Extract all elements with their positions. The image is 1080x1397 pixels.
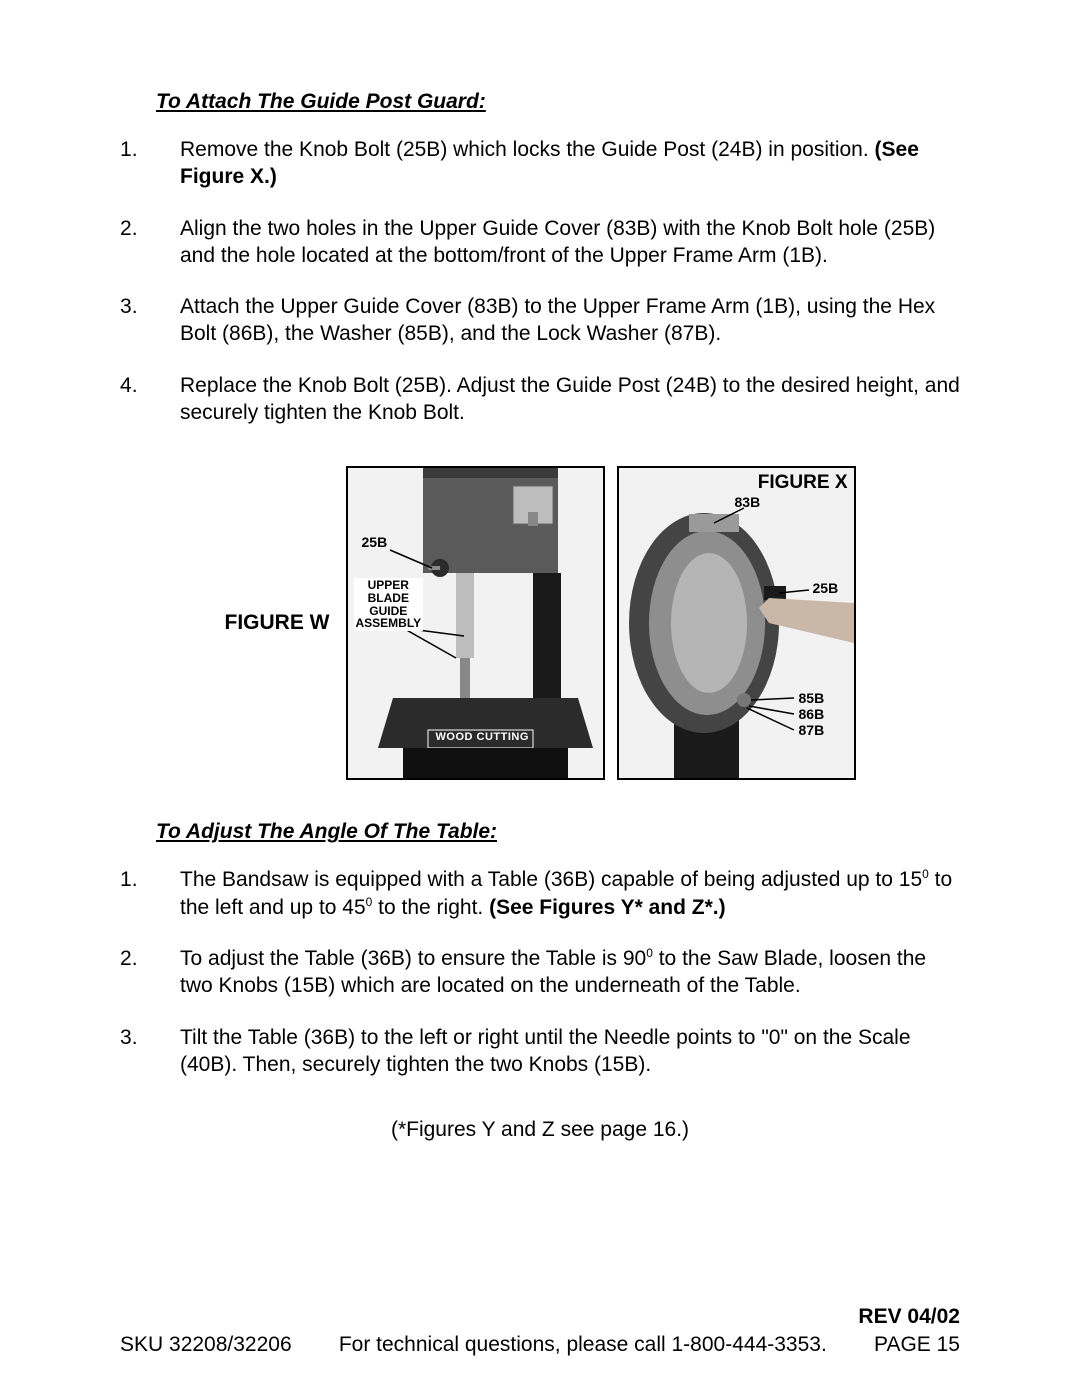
- s2s2-pre: To adjust the Table (36B) to ensure the …: [180, 947, 646, 970]
- figure-w-label: FIGURE W: [225, 611, 330, 635]
- step1-pre: Remove the Knob Bolt (25B) which locks t…: [180, 138, 875, 161]
- section1-step-2: Align the two holes in the Upper Guide C…: [120, 215, 960, 270]
- section2-step-3: Tilt the Table (36B) to the left or righ…: [120, 1024, 960, 1079]
- step3-pre: Attach the Upper Guide Cover (83B) to th…: [180, 295, 935, 345]
- manual-page: To Attach The Guide Post Guard: Remove t…: [0, 0, 1080, 1397]
- figure-x-title: FIGURE X: [758, 472, 848, 494]
- s2s2-sup1: 0: [646, 946, 653, 960]
- section2-title: To Adjust The Angle Of The Table:: [156, 820, 960, 844]
- figw-plate: WOOD CUTTING: [436, 731, 529, 743]
- section1-steps: Remove the Knob Bolt (25B) which locks t…: [120, 136, 960, 426]
- figx-callout-85b: 85B: [799, 690, 825, 706]
- figx-callout-25b: 25B: [813, 580, 839, 596]
- section1-step-4: Replace the Knob Bolt (25B). Adjust the …: [120, 372, 960, 427]
- page-footer: REV 04/02 SKU 32208/32206 For technical …: [120, 1333, 960, 1357]
- figw-callout-25b: 25B: [362, 534, 388, 550]
- figure-x: FIGURE X: [617, 466, 856, 780]
- footer-center: For technical questions, please call 1-8…: [292, 1333, 874, 1357]
- section2-step-1: The Bandsaw is equipped with a Table (36…: [120, 866, 960, 921]
- figures-row: FIGURE W: [120, 466, 960, 780]
- figw-asm-l4: ASSEMBLY: [356, 616, 422, 630]
- figure-w: 25B UPPER BLADE GUIDE ASSEMBLY WOOD CUTT…: [346, 466, 605, 780]
- step4-pre: Replace the Knob Bolt (25B). Adjust the …: [180, 374, 960, 424]
- s2s1-post: to the right.: [372, 896, 489, 919]
- section2-step-2: To adjust the Table (36B) to ensure the …: [120, 945, 960, 1000]
- step2-pre: Align the two holes in the Upper Guide C…: [180, 217, 935, 267]
- footnote: (*Figures Y and Z see page 16.): [120, 1118, 960, 1142]
- s2s1-pre: The Bandsaw is equipped with a Table (36…: [180, 868, 922, 891]
- s2s3-pre: Tilt the Table (36B) to the left or righ…: [180, 1026, 911, 1076]
- figw-callout-assembly: UPPER BLADE GUIDE ASSEMBLY: [354, 578, 424, 630]
- section2-steps: The Bandsaw is equipped with a Table (36…: [120, 866, 960, 1078]
- footer-sku: SKU 32208/32206: [120, 1333, 292, 1357]
- figx-callout-87b: 87B: [799, 722, 825, 738]
- figx-callout-86b: 86B: [799, 706, 825, 722]
- s2s1-sup1: 0: [922, 867, 929, 881]
- section1-title: To Attach The Guide Post Guard:: [156, 90, 960, 114]
- figx-callout-83b: 83B: [735, 494, 761, 510]
- footer-rev: REV 04/02: [858, 1305, 960, 1329]
- section1-step-3: Attach the Upper Guide Cover (83B) to th…: [120, 293, 960, 348]
- s2s1-bold: (See Figures Y* and Z*.): [489, 896, 726, 919]
- footer-page: PAGE 15: [874, 1333, 960, 1357]
- section1-step-1: Remove the Knob Bolt (25B) which locks t…: [120, 136, 960, 191]
